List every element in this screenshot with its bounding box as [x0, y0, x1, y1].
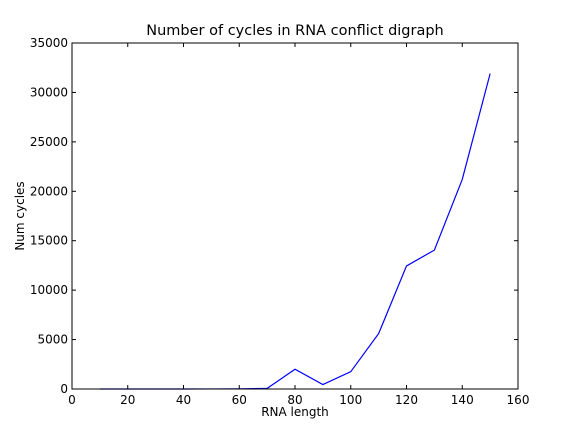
- x-tick-label: 60: [232, 393, 247, 407]
- y-axis-label: Num cycles: [13, 181, 27, 250]
- y-tick-label: 10000: [30, 283, 68, 297]
- x-axis: 0 20 40 60 80 100 120 140 160: [68, 43, 529, 407]
- y-tick-label: 15000: [30, 234, 68, 248]
- x-tick-label: 20: [120, 393, 135, 407]
- chart-title: Number of cycles in RNA conflict digraph: [146, 23, 444, 39]
- y-axis: 0 5000 10000 15000 20000 25000 30000 35000: [30, 36, 518, 396]
- series-line-0: [99, 73, 491, 390]
- x-tick-label: 120: [395, 393, 418, 407]
- y-tick-label: 25000: [30, 135, 68, 149]
- x-tick-label: 0: [68, 393, 76, 407]
- y-tick-label: 30000: [30, 85, 68, 99]
- plot-area: [71, 42, 519, 390]
- axes-frame: [71, 42, 519, 390]
- x-tick-label: 40: [176, 393, 191, 407]
- y-tick-label: 20000: [30, 184, 68, 198]
- y-tick-label: 35000: [30, 36, 68, 50]
- x-tick-label: 160: [507, 393, 530, 407]
- y-tick-label: 0: [60, 382, 68, 396]
- x-tick-label: 140: [451, 393, 474, 407]
- x-axis-label: RNA length: [261, 405, 329, 419]
- x-tick-label: 100: [339, 393, 362, 407]
- x-tick-label: 80: [287, 393, 302, 407]
- y-tick-label: 5000: [37, 333, 68, 347]
